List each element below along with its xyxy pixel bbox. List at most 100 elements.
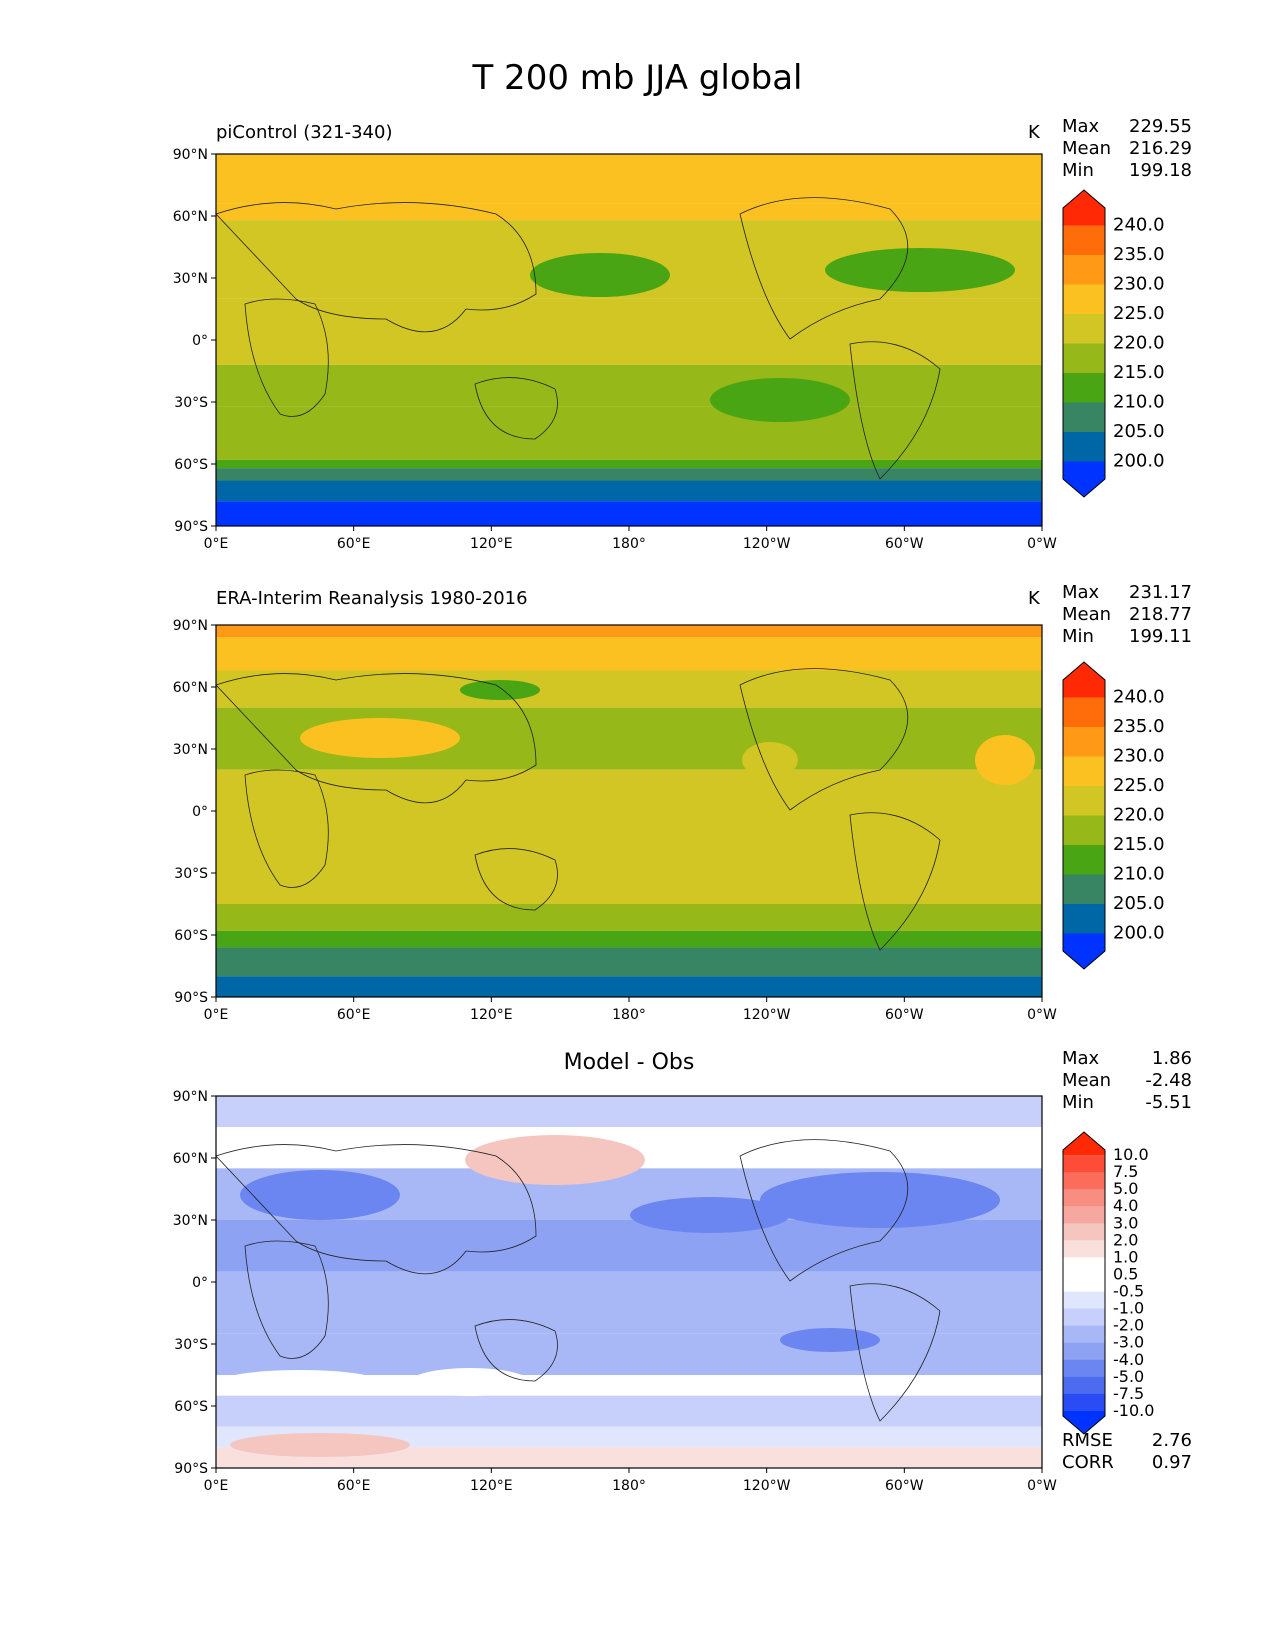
coastline: [244, 1240, 329, 1359]
contour-blob: [780, 1328, 880, 1352]
colorbar-tick-label: -4.0: [1113, 1350, 1144, 1369]
lat-tick-label: 30°N: [173, 742, 208, 758]
colorbar-swatch: [1063, 1223, 1105, 1241]
stat-mean-value: 218.77: [1129, 604, 1192, 625]
coastline: [739, 1139, 909, 1282]
contour-blob: [300, 718, 460, 758]
contour-band: [216, 1220, 1042, 1272]
contour-band: [216, 1333, 1042, 1375]
contour-band: [216, 1168, 1042, 1220]
colorbar-swatch: [1063, 933, 1105, 969]
stat-rmse-label: RMSE: [1062, 1430, 1113, 1451]
panel-title: ERA-Interim Reanalysis 1980-2016: [216, 588, 528, 609]
lat-tick-label: 60°N: [173, 680, 208, 696]
stat-min-value: -5.51: [1145, 1092, 1192, 1113]
lon-tick-label: 120°E: [470, 1007, 513, 1023]
stat-min-value: 199.11: [1129, 626, 1192, 647]
colorbar-tick-label: -5.0: [1113, 1367, 1144, 1386]
contour-blob: [580, 810, 820, 850]
contour-blob: [975, 735, 1035, 785]
contour-band: [216, 930, 1042, 948]
contour-blob: [460, 680, 540, 700]
colorbar-swatch: [1063, 1359, 1105, 1378]
lon-tick-label: 0°W: [1027, 1478, 1057, 1494]
colorbar-swatch: [1063, 845, 1105, 875]
contour-band: [216, 1271, 1042, 1334]
lon-tick-label: 60°E: [337, 1007, 371, 1023]
contour-band: [216, 1426, 1042, 1448]
lat-tick-label: 0°: [192, 1275, 208, 1291]
colorbar-tick-label: 215.0: [1113, 834, 1165, 855]
colorbar-tick-label: 2.0: [1113, 1230, 1138, 1249]
stat-mean-label: Mean: [1062, 138, 1112, 159]
colorbar-tick-label: 240.0: [1113, 687, 1165, 708]
contour-blob: [240, 1170, 400, 1220]
colorbar: 240.0 235.0 230.0 225.0 220.0 215.0 210.0 205.0…: [1062, 661, 1165, 970]
stats-box: Max 231.17 Mean 218.77 Min 199.11: [1062, 582, 1192, 648]
stat-mean-label: Mean: [1062, 604, 1112, 625]
lat-tick-label: 90°N: [173, 618, 208, 634]
colorbar-swatch: [1063, 727, 1105, 757]
coastline: [474, 848, 558, 911]
contour-blob: [230, 1433, 410, 1457]
stats-box: Max 229.55 Mean 216.29 Min 199.18: [1062, 116, 1192, 182]
figure-title: T 200 mb JJA global: [472, 58, 803, 98]
colorbar-tick-label: -0.5: [1113, 1282, 1144, 1301]
contour-band: [216, 670, 1042, 708]
colorbar-swatch: [1063, 1206, 1105, 1224]
lon-tick-label: 120°E: [470, 1478, 513, 1494]
colorbar-tick-label: -10.0: [1113, 1401, 1154, 1420]
colorbar-tick-label: 205.0: [1113, 893, 1165, 914]
stat-max-value: 231.17: [1129, 582, 1192, 603]
lat-tick-label: 90°N: [173, 1089, 208, 1105]
colorbar-swatch: [1063, 1155, 1105, 1173]
colorbar-tick-label: -2.0: [1113, 1316, 1144, 1335]
stat-min-label: Min: [1062, 1092, 1094, 1113]
colorbar-tick-label: 220.0: [1113, 805, 1165, 826]
coastline: [215, 1144, 537, 1275]
stat-rmse-value: 2.76: [1151, 1430, 1192, 1451]
colorbar-tick-label: -3.0: [1113, 1333, 1144, 1352]
coastline: [215, 673, 537, 804]
contour-band: [216, 769, 1042, 842]
colorbar-swatch: [1063, 1325, 1105, 1344]
colorbar-tick-label: 10.0: [1113, 1145, 1149, 1164]
colorbar-swatch: [1063, 874, 1105, 905]
colorbar-swatch: [1063, 1257, 1105, 1275]
map-2: 90°N 60°N 30°N 0° 30°S 60°S 90°S0°E 60°E 120°E 18…: [173, 1089, 1155, 1494]
lon-tick-label: 0°W: [1027, 1007, 1057, 1023]
map-1: 90°N 60°N 30°N 0° 30°S 60°S 90°S0°E 60°E 120°E 18…: [173, 618, 1165, 1023]
colorbar-tick-label: 3.0: [1113, 1213, 1138, 1232]
colorbar-swatch: [1063, 1342, 1105, 1361]
contour-band: [216, 625, 1042, 638]
stats-box: Max 1.86 Mean -2.48 Min -5.51: [1062, 1048, 1192, 1114]
coastline: [474, 1319, 558, 1382]
units-label: K: [1028, 588, 1040, 609]
colorbar-tick-label: 5.0: [1113, 1179, 1138, 1198]
colorbar-swatch: [1063, 1172, 1105, 1190]
panel-picontrol: piControl (321-340) K Max 229.55 Mean 216.…: [0, 0, 1275, 440]
contour-blob: [630, 1197, 790, 1233]
colorbar-swatch: [1063, 662, 1105, 698]
panel-era-interim: ERA-Interim Reanalysis 1980-2016 K Max 23…: [0, 0, 1275, 647]
colorbar-swatch: [1063, 815, 1105, 846]
colorbar-swatch: [1063, 1274, 1105, 1293]
contour-band: [216, 1127, 1042, 1169]
stat-mean-value: 216.29: [1129, 138, 1192, 159]
lat-tick-label: 0°: [192, 804, 208, 820]
lon-tick-label: 60°W: [885, 1007, 924, 1023]
contour-band: [216, 1395, 1042, 1427]
contour-band: [216, 904, 1042, 931]
colorbar-tick-label: -7.5: [1113, 1384, 1144, 1403]
lon-tick-label: 180°: [612, 1478, 646, 1494]
lat-tick-label: 60°S: [174, 928, 208, 944]
units-label: K: [1028, 122, 1040, 143]
coastline: [739, 668, 909, 811]
lat-tick-label: 30°S: [174, 866, 208, 882]
lat-tick-label: 30°S: [174, 1337, 208, 1353]
colorbar-tick-label: 200.0: [1113, 923, 1165, 944]
contour-band: [216, 947, 1042, 977]
colorbar-tick-label: -1.0: [1113, 1299, 1144, 1318]
lon-tick-label: 0°E: [204, 1478, 229, 1494]
stat-min-value: 199.18: [1129, 160, 1192, 181]
